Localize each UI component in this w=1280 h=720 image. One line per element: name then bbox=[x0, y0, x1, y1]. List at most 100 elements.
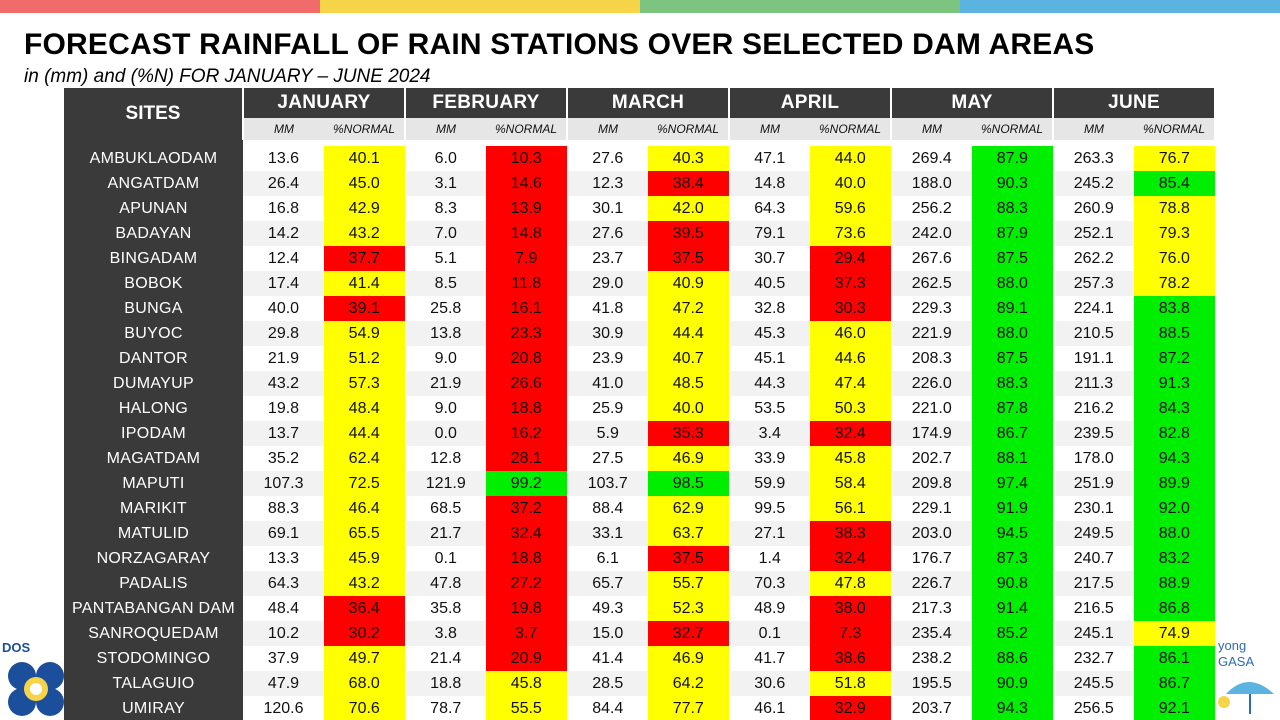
dost-logo: DOS bbox=[2, 640, 64, 716]
mm-cell: 195.5 bbox=[891, 671, 973, 696]
svg-text:yong: yong bbox=[1218, 638, 1246, 653]
mm-cell: 30.1 bbox=[567, 196, 649, 221]
mm-cell: 65.7 bbox=[567, 571, 649, 596]
mm-cell: 47.8 bbox=[405, 571, 486, 596]
normal-percent-cell: 68.0 bbox=[324, 671, 406, 696]
normal-percent-cell: 83.2 bbox=[1134, 546, 1216, 571]
site-name-cell: BUNGA bbox=[64, 296, 243, 321]
normal-percent-cell: 58.4 bbox=[810, 471, 892, 496]
site-name-cell: BADAYAN bbox=[64, 221, 243, 246]
normal-percent-cell: 56.1 bbox=[810, 496, 892, 521]
normal-percent-cell: 14.8 bbox=[486, 221, 568, 246]
normal-percent-cell: 27.2 bbox=[486, 571, 568, 596]
rainfall-table-container: SITES JANUARY FEBRUARY MARCH APRIL MAY JUNE M… bbox=[64, 88, 1216, 720]
top-color-bar bbox=[0, 0, 1280, 13]
mm-cell: 13.8 bbox=[405, 321, 486, 346]
normal-percent-cell: 45.8 bbox=[810, 446, 892, 471]
mm-cell: 217.5 bbox=[1053, 571, 1135, 596]
normal-percent-cell: 37.7 bbox=[324, 246, 406, 271]
month-header-june: JUNE bbox=[1053, 88, 1216, 118]
mm-cell: 23.9 bbox=[567, 346, 649, 371]
site-name-cell: HALONG bbox=[64, 396, 243, 421]
table-row: STODOMINGO 37.9 49.7 21.4 20.9 41.4 46.9 41.7 38… bbox=[64, 646, 1216, 671]
mm-cell: 49.3 bbox=[567, 596, 649, 621]
mm-cell: 48.9 bbox=[729, 596, 811, 621]
mm-cell: 21.9 bbox=[405, 371, 486, 396]
table-row: BUYOC 29.8 54.9 13.8 23.3 30.9 44.4 45.3 46.0 221… bbox=[64, 321, 1216, 346]
normal-percent-cell: 90.8 bbox=[972, 571, 1054, 596]
normal-percent-cell: 45.8 bbox=[486, 671, 568, 696]
normal-percent-cell: 91.4 bbox=[972, 596, 1054, 621]
normal-percent-cell: 85.4 bbox=[1134, 171, 1216, 196]
normal-percent-cell: 37.5 bbox=[648, 246, 730, 271]
mm-cell: 267.6 bbox=[891, 246, 973, 271]
site-name-cell: MATULID bbox=[64, 521, 243, 546]
mm-cell: 17.4 bbox=[243, 271, 324, 296]
mm-cell: 21.7 bbox=[405, 521, 486, 546]
table-row: AMBUKLAODAM 13.6 40.1 6.0 10.3 27.6 40.3 47.1 44… bbox=[64, 146, 1216, 171]
page-title: FORECAST RAINFALL OF RAIN STATIONS OVER … bbox=[24, 28, 1095, 61]
normal-percent-cell: 36.4 bbox=[324, 596, 406, 621]
mm-cell: 107.3 bbox=[243, 471, 324, 496]
normal-percent-cell: 44.4 bbox=[648, 321, 730, 346]
mm-cell: 12.4 bbox=[243, 246, 324, 271]
normal-percent-cell: 32.4 bbox=[486, 521, 568, 546]
mm-cell: 45.1 bbox=[729, 346, 811, 371]
month-header-april: APRIL bbox=[729, 88, 893, 118]
normal-percent-cell: 62.4 bbox=[324, 446, 406, 471]
normal-percent-cell: 37.3 bbox=[810, 271, 892, 296]
subheader-normal: %NORMAL bbox=[1134, 118, 1216, 140]
normal-percent-cell: 23.3 bbox=[486, 321, 568, 346]
mm-cell: 221.9 bbox=[891, 321, 973, 346]
normal-percent-cell: 88.6 bbox=[972, 646, 1054, 671]
mm-cell: 245.2 bbox=[1053, 171, 1135, 196]
table-row: BUNGA 40.0 39.1 25.8 16.1 41.8 47.2 32.8 30.3 229… bbox=[64, 296, 1216, 321]
mm-cell: 210.5 bbox=[1053, 321, 1135, 346]
mm-cell: 103.7 bbox=[567, 471, 649, 496]
mm-cell: 12.8 bbox=[405, 446, 486, 471]
normal-percent-cell: 11.8 bbox=[486, 271, 568, 296]
normal-percent-cell: 46.0 bbox=[810, 321, 892, 346]
normal-percent-cell: 38.4 bbox=[648, 171, 730, 196]
normal-percent-cell: 87.9 bbox=[972, 146, 1054, 171]
mm-cell: 68.5 bbox=[405, 496, 486, 521]
normal-percent-cell: 82.8 bbox=[1134, 421, 1216, 446]
site-name-cell: DANTOR bbox=[64, 346, 243, 371]
site-name-cell: BOBOK bbox=[64, 271, 243, 296]
mm-cell: 35.8 bbox=[405, 596, 486, 621]
mm-cell: 41.4 bbox=[567, 646, 649, 671]
normal-percent-cell: 45.0 bbox=[324, 171, 406, 196]
normal-percent-cell: 44.6 bbox=[810, 346, 892, 371]
normal-percent-cell: 87.8 bbox=[972, 396, 1054, 421]
site-name-cell: SANROQUEDAM bbox=[64, 621, 243, 646]
normal-percent-cell: 88.0 bbox=[972, 321, 1054, 346]
mm-cell: 41.8 bbox=[567, 296, 649, 321]
normal-percent-cell: 65.5 bbox=[324, 521, 406, 546]
normal-percent-cell: 30.2 bbox=[324, 621, 406, 646]
mm-cell: 64.3 bbox=[243, 571, 324, 596]
mm-cell: 12.3 bbox=[567, 171, 649, 196]
mm-cell: 40.5 bbox=[729, 271, 811, 296]
mm-cell: 44.3 bbox=[729, 371, 811, 396]
mm-cell: 256.2 bbox=[891, 196, 973, 221]
normal-percent-cell: 51.2 bbox=[324, 346, 406, 371]
normal-percent-cell: 39.1 bbox=[324, 296, 406, 321]
normal-percent-cell: 88.0 bbox=[972, 271, 1054, 296]
mm-cell: 59.9 bbox=[729, 471, 811, 496]
table-row: PANTABANGAN DAM 48.4 36.4 35.8 19.8 49.3 52.3 4… bbox=[64, 596, 1216, 621]
normal-percent-cell: 86.7 bbox=[972, 421, 1054, 446]
mm-cell: 245.5 bbox=[1053, 671, 1135, 696]
mm-cell: 88.4 bbox=[567, 496, 649, 521]
month-header-february: FEBRUARY bbox=[405, 88, 569, 118]
mm-cell: 27.6 bbox=[567, 221, 649, 246]
normal-percent-cell: 91.3 bbox=[1134, 371, 1216, 396]
normal-percent-cell: 94.3 bbox=[1134, 446, 1216, 471]
normal-percent-cell: 83.8 bbox=[1134, 296, 1216, 321]
mm-cell: 8.5 bbox=[405, 271, 486, 296]
normal-percent-cell: 74.9 bbox=[1134, 621, 1216, 646]
mm-cell: 226.7 bbox=[891, 571, 973, 596]
normal-percent-cell: 48.5 bbox=[648, 371, 730, 396]
normal-percent-cell: 89.1 bbox=[972, 296, 1054, 321]
normal-percent-cell: 10.3 bbox=[486, 146, 568, 171]
mm-cell: 21.4 bbox=[405, 646, 486, 671]
